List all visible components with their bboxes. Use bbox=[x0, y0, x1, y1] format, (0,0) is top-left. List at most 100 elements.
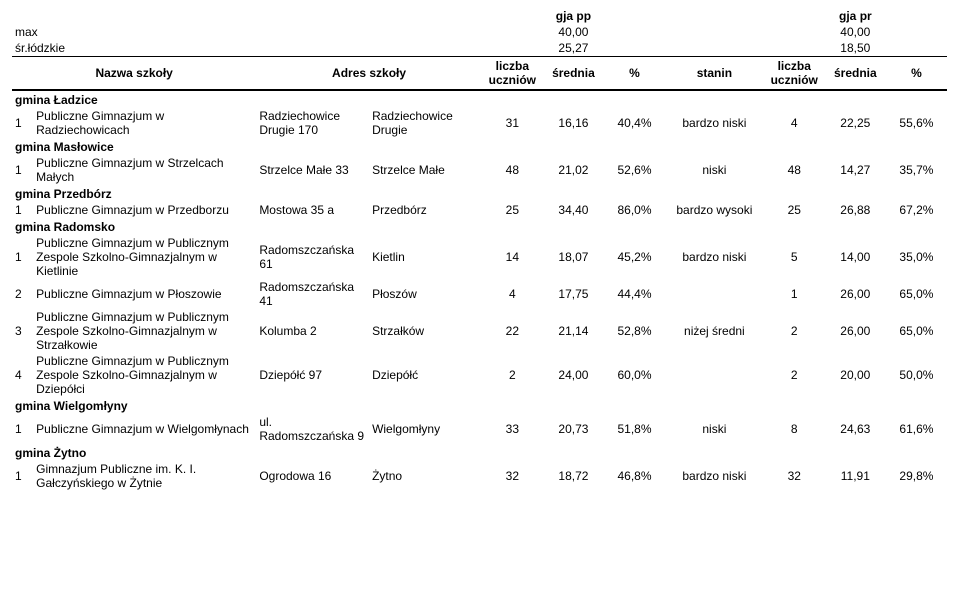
pp-average: 21,14 bbox=[543, 309, 604, 353]
address-street: Kolumba 2 bbox=[256, 309, 369, 353]
header-avg-row: śr.łódzkie 25,27 18,50 bbox=[12, 40, 947, 57]
school-name: Publiczne Gimnazjum w Wielgomłynach bbox=[33, 414, 256, 444]
pr-percent: 55,6% bbox=[886, 108, 947, 138]
gmina-label: gmina Wielgomłyny bbox=[12, 397, 947, 414]
row-index: 3 bbox=[12, 309, 33, 353]
table-row: 1Publiczne Gimnazjum w Strzelcach Małych… bbox=[12, 155, 947, 185]
gmina-row: gmina Radomsko bbox=[12, 218, 947, 235]
pr-average: 14,00 bbox=[825, 235, 886, 279]
pr-percent: 35,0% bbox=[886, 235, 947, 279]
pp-average: 21,02 bbox=[543, 155, 604, 185]
pr-students: 5 bbox=[764, 235, 825, 279]
address-city: Dziepółć bbox=[369, 353, 482, 397]
pr-percent: 35,7% bbox=[886, 155, 947, 185]
row-index: 1 bbox=[12, 155, 33, 185]
school-name: Publiczne Gimnazjum w Publicznym Zespole… bbox=[33, 353, 256, 397]
address-street: Dziepółć 97 bbox=[256, 353, 369, 397]
table-row: 1Publiczne Gimnazjum w Wielgomłynachul. … bbox=[12, 414, 947, 444]
pp-students: 2 bbox=[482, 353, 543, 397]
pp-students: 33 bbox=[482, 414, 543, 444]
header-columns: Nazwa szkoły Adres szkoły liczba uczniów… bbox=[12, 57, 947, 91]
pr-students: 4 bbox=[764, 108, 825, 138]
pr-students: 8 bbox=[764, 414, 825, 444]
address-street: Strzelce Małe 33 bbox=[256, 155, 369, 185]
pr-students: 2 bbox=[764, 353, 825, 397]
col-srednia2: średnia bbox=[834, 66, 877, 80]
header-gja-pr: gja pr bbox=[839, 9, 872, 23]
table-row: 3Publiczne Gimnazjum w Publicznym Zespol… bbox=[12, 309, 947, 353]
results-table: gja pp gja pr max 40,00 40,00 śr.łódzkie… bbox=[12, 8, 947, 491]
row-index: 4 bbox=[12, 353, 33, 397]
table-row: 1Gimnazjum Publiczne im. K. I. Gałczyńsk… bbox=[12, 461, 947, 491]
school-name: Publiczne Gimnazjum w Strzelcach Małych bbox=[33, 155, 256, 185]
pr-students: 2 bbox=[764, 309, 825, 353]
gmina-row: gmina Masłowice bbox=[12, 138, 947, 155]
gmina-label: gmina Ładzice bbox=[12, 90, 947, 108]
pr-average: 20,00 bbox=[825, 353, 886, 397]
school-name: Publiczne Gimnazjum w Publicznym Zespole… bbox=[33, 235, 256, 279]
pr-average: 11,91 bbox=[825, 461, 886, 491]
row-index: 1 bbox=[12, 108, 33, 138]
pr-average: 14,27 bbox=[825, 155, 886, 185]
pp-students: 4 bbox=[482, 279, 543, 309]
address-city: Żytno bbox=[369, 461, 482, 491]
pr-percent: 65,0% bbox=[886, 309, 947, 353]
pr-students: 48 bbox=[764, 155, 825, 185]
pr-students: 25 bbox=[764, 202, 825, 218]
school-name: Gimnazjum Publiczne im. K. I. Gałczyński… bbox=[33, 461, 256, 491]
school-name: Publiczne Gimnazjum w Publicznym Zespole… bbox=[33, 309, 256, 353]
gmina-label: gmina Żytno bbox=[12, 444, 947, 461]
pp-average: 17,75 bbox=[543, 279, 604, 309]
address-city: Przedbórz bbox=[369, 202, 482, 218]
col-pct1: % bbox=[629, 66, 640, 80]
pr-percent: 50,0% bbox=[886, 353, 947, 397]
stanin-value: bardzo niski bbox=[665, 461, 764, 491]
stanin-value: niski bbox=[665, 155, 764, 185]
stanin-value: bardzo niski bbox=[665, 235, 764, 279]
pp-percent: 86,0% bbox=[604, 202, 665, 218]
stanin-value: niżej średni bbox=[665, 309, 764, 353]
pr-average: 26,88 bbox=[825, 202, 886, 218]
header-gja-row: gja pp gja pr bbox=[12, 8, 947, 24]
pr-percent: 61,6% bbox=[886, 414, 947, 444]
address-city: Wielgomłyny bbox=[369, 414, 482, 444]
pp-students: 22 bbox=[482, 309, 543, 353]
pp-average: 34,40 bbox=[543, 202, 604, 218]
gmina-row: gmina Przedbórz bbox=[12, 185, 947, 202]
pp-percent: 40,4% bbox=[604, 108, 665, 138]
pp-average: 24,00 bbox=[543, 353, 604, 397]
address-city: Kietlin bbox=[369, 235, 482, 279]
row-index: 1 bbox=[12, 414, 33, 444]
address-street: Ogrodowa 16 bbox=[256, 461, 369, 491]
row-index: 1 bbox=[12, 202, 33, 218]
table-row: 4Publiczne Gimnazjum w Publicznym Zespol… bbox=[12, 353, 947, 397]
header-max-row: max 40,00 40,00 bbox=[12, 24, 947, 40]
pp-average: 16,16 bbox=[543, 108, 604, 138]
pp-percent: 60,0% bbox=[604, 353, 665, 397]
address-city: Radziechowice Drugie bbox=[369, 108, 482, 138]
pp-percent: 45,2% bbox=[604, 235, 665, 279]
pr-average: 24,63 bbox=[825, 414, 886, 444]
col-adres: Adres szkoły bbox=[332, 66, 406, 80]
pr-percent: 67,2% bbox=[886, 202, 947, 218]
pp-average: 18,07 bbox=[543, 235, 604, 279]
pp-students: 32 bbox=[482, 461, 543, 491]
stanin-value: bardzo wysoki bbox=[665, 202, 764, 218]
address-street: Radomszczańska 61 bbox=[256, 235, 369, 279]
row-index: 1 bbox=[12, 235, 33, 279]
max-pp: 40,00 bbox=[558, 25, 588, 39]
avg-pp: 25,27 bbox=[558, 41, 588, 55]
col-stanin: stanin bbox=[697, 66, 732, 80]
row-index: 1 bbox=[12, 461, 33, 491]
pp-students: 25 bbox=[482, 202, 543, 218]
row-index: 2 bbox=[12, 279, 33, 309]
address-street: Mostowa 35 a bbox=[256, 202, 369, 218]
table-row: 1Publiczne Gimnazjum w Radziechowicach Ra… bbox=[12, 108, 947, 138]
col-liczba2: liczba uczniów bbox=[771, 59, 818, 87]
address-street: Radomszczańska 41 bbox=[256, 279, 369, 309]
school-name: Publiczne Gimnazjum w Radziechowicach bbox=[33, 108, 256, 138]
pr-average: 26,00 bbox=[825, 309, 886, 353]
table-row: 2Publiczne Gimnazjum w PłoszowieRadomszc… bbox=[12, 279, 947, 309]
table-row: 1Publiczne Gimnazjum w PrzedborzuMostowa… bbox=[12, 202, 947, 218]
label-max: max bbox=[15, 25, 38, 39]
